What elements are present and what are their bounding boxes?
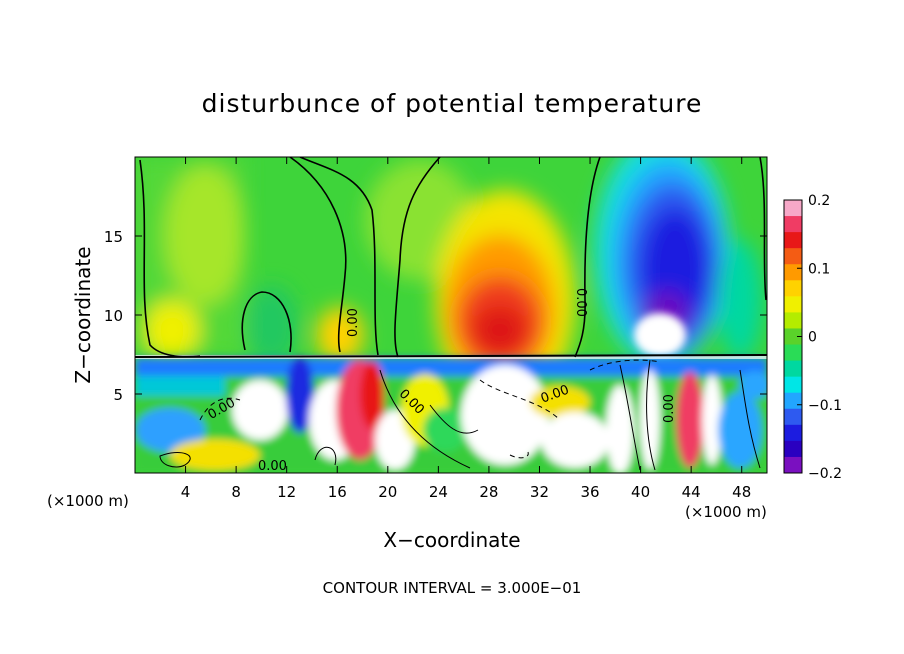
contour-label: 0.00 <box>258 459 287 474</box>
contour-interval: CONTOUR INTERVAL = 3.000E−01 <box>323 579 582 597</box>
colorbar-swatch <box>784 280 802 297</box>
x-tick-label: 40 <box>631 483 650 501</box>
colorbar-swatch <box>784 440 802 458</box>
x-tick-label: 36 <box>580 483 599 501</box>
colorbar-swatch <box>784 312 802 329</box>
x-tick-label: 24 <box>429 483 448 501</box>
colorbar-tick-label: 0.1 <box>808 261 830 277</box>
x-tick-label: 44 <box>682 483 701 501</box>
x-tick-label: 28 <box>479 483 498 501</box>
colorbar-swatch <box>784 392 802 410</box>
y-axis: 5 10 15 <box>104 228 767 404</box>
colorbar-tick-label: −0.2 <box>808 466 842 482</box>
x-tick-label: 32 <box>530 483 549 501</box>
contour-lines-dashed <box>199 359 661 459</box>
x-tick-label: 4 <box>181 483 191 501</box>
colorbar-swatch <box>784 216 802 233</box>
plot-area: 0.00 0.00 0.00 0.00 0.00 0.00 0.00 <box>134 156 768 474</box>
colorbar-swatch <box>784 424 802 442</box>
x-tick-label: 12 <box>277 483 296 501</box>
x-tick-label: 48 <box>732 483 751 501</box>
chart-title: disturbunce of potential temperature <box>202 89 703 118</box>
x-axis-label: X−coordinate <box>383 528 520 552</box>
y-tick-label: 5 <box>113 386 123 404</box>
x-unit-label-left: (×1000 m) <box>47 492 129 510</box>
y-tick-label: 10 <box>104 307 123 325</box>
y-axis-label: Z−coordinate <box>71 246 95 383</box>
colorbar: 0.2 0.1 0 −0.1 −0.2 <box>783 193 842 482</box>
colorbar-swatch <box>784 376 802 394</box>
colorbar-tick-label: 0.2 <box>808 193 830 209</box>
colorbar-tick-label: 0 <box>808 330 817 346</box>
colorbar-swatch <box>784 328 802 346</box>
contour-label: 0.00 <box>573 288 588 317</box>
x-tick-label: 20 <box>378 483 397 501</box>
colorbar-swatch <box>784 248 802 265</box>
heatmap-field <box>135 157 767 473</box>
colorbar-swatch <box>784 456 802 474</box>
colorbar-tick-label: −0.1 <box>808 398 842 414</box>
colorbar-swatch <box>784 408 802 426</box>
contour-label: 0.00 <box>662 394 677 423</box>
colorbar-swatch <box>784 360 802 378</box>
x-tick-label: 8 <box>231 483 241 501</box>
y-tick-label: 15 <box>104 228 123 246</box>
colorbar-swatch <box>784 296 802 313</box>
x-unit-label-right: (×1000 m) <box>685 503 767 521</box>
x-tick-label: 16 <box>328 483 347 501</box>
colorbar-swatch <box>784 344 802 362</box>
contour-label: 0.00 <box>346 308 361 337</box>
contour-lines-lower <box>159 359 761 471</box>
colorbar-swatch <box>784 264 802 281</box>
colorbar-swatch <box>784 200 802 217</box>
contour-label-group: 0.00 0.00 0.00 0.00 0.00 0.00 0.00 <box>206 288 677 474</box>
colorbar-swatch <box>784 232 802 249</box>
x-axis: 4 8 12 16 20 24 28 32 36 40 44 48 <box>181 157 751 501</box>
